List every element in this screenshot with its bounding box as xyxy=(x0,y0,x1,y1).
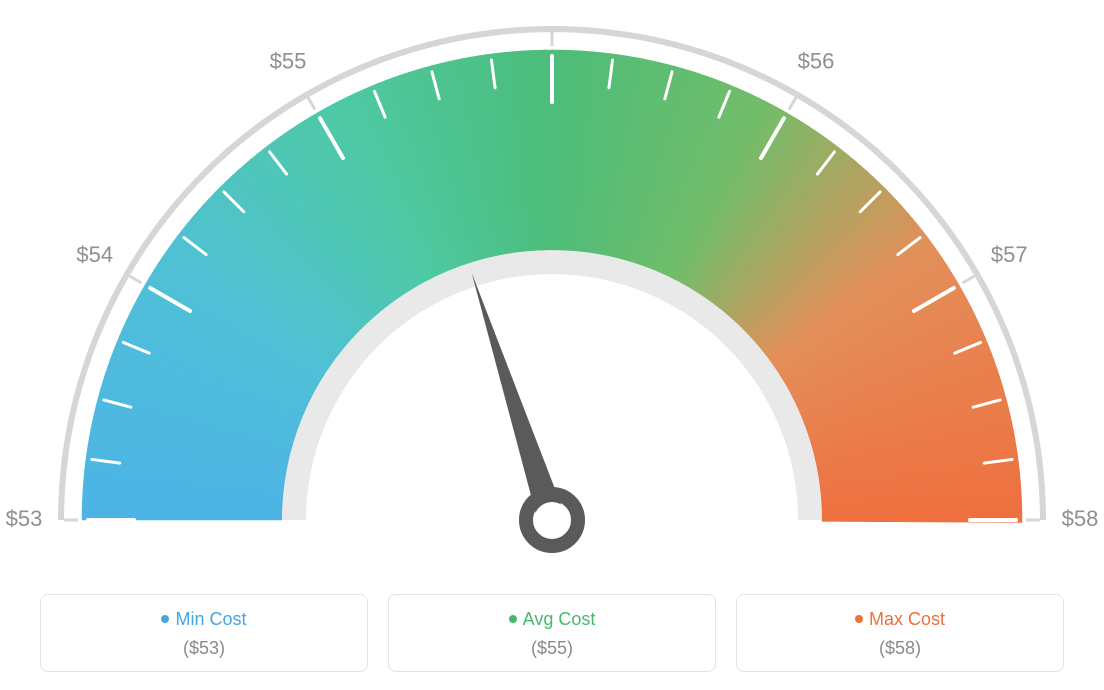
legend-card-max: Max Cost ($58) xyxy=(736,594,1064,672)
scale-label: $55 xyxy=(534,0,571,3)
dot-icon xyxy=(161,615,169,623)
gauge-area: $53 $54 $55 $55 $56 $57 $58 xyxy=(0,0,1104,560)
legend-avg-title: Avg Cost xyxy=(389,609,715,630)
gauge-chart-container: $53 $54 $55 $55 $56 $57 $58 Min Cost ($53) Avg… xyxy=(0,0,1104,690)
legend-card-min: Min Cost ($53) xyxy=(40,594,368,672)
dot-icon xyxy=(509,615,517,623)
scale-label: $58 xyxy=(1062,506,1099,531)
scale-label: $53 xyxy=(6,506,43,531)
needle-hub-fill xyxy=(534,502,570,538)
legend-min-label: Min Cost xyxy=(175,609,246,629)
gauge-needle xyxy=(472,273,566,525)
legend-row: Min Cost ($53) Avg Cost ($55) Max Cost (… xyxy=(40,594,1064,672)
legend-min-value: ($53) xyxy=(41,638,367,659)
scale-label: $57 xyxy=(991,242,1028,267)
scale-label: $56 xyxy=(798,49,835,74)
scale-label: $54 xyxy=(76,242,113,267)
legend-max-value: ($58) xyxy=(737,638,1063,659)
legend-max-label: Max Cost xyxy=(869,609,945,629)
gauge-svg: $53 $54 $55 $55 $56 $57 $58 xyxy=(0,0,1104,580)
legend-max-title: Max Cost xyxy=(737,609,1063,630)
legend-card-avg: Avg Cost ($55) xyxy=(388,594,716,672)
scale-label: $55 xyxy=(270,49,307,74)
legend-avg-value: ($55) xyxy=(389,638,715,659)
gauge-band xyxy=(82,50,1022,522)
legend-min-title: Min Cost xyxy=(41,609,367,630)
legend-avg-label: Avg Cost xyxy=(523,609,596,629)
dot-icon xyxy=(855,615,863,623)
